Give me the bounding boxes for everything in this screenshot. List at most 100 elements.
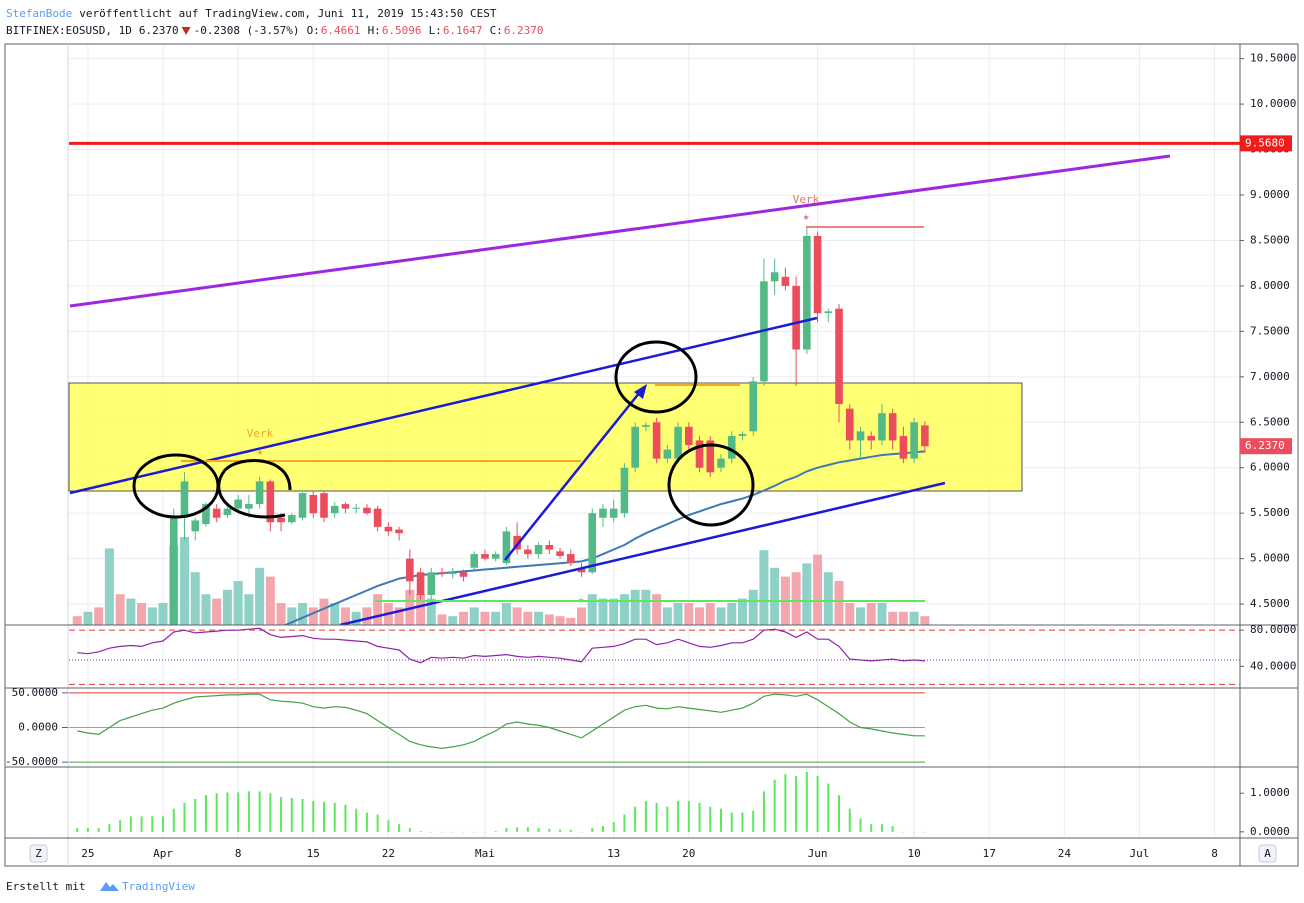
x-tick-label: 25 bbox=[81, 847, 94, 860]
volume-bar bbox=[770, 567, 780, 625]
histogram-bar bbox=[462, 831, 465, 833]
button-label[interactable]: A bbox=[1264, 847, 1271, 860]
volume-bar bbox=[298, 603, 308, 625]
button[interactable] bbox=[29, 844, 48, 863]
candle-body bbox=[856, 431, 865, 441]
histogram-bar bbox=[827, 783, 830, 832]
button-label[interactable]: Z bbox=[35, 847, 42, 860]
candle-body bbox=[577, 567, 586, 573]
volume-bar bbox=[566, 617, 576, 625]
candle-body bbox=[438, 572, 446, 575]
volume-bar bbox=[180, 537, 189, 625]
histogram-bar bbox=[516, 827, 519, 832]
histogram-bar bbox=[880, 824, 883, 832]
candle-body bbox=[792, 285, 800, 350]
author: StefanBode bbox=[6, 7, 72, 20]
candle-body bbox=[663, 449, 672, 459]
x-tick-label: Mai bbox=[475, 847, 495, 860]
logo bbox=[100, 882, 119, 891]
volume-bar bbox=[501, 603, 511, 625]
volume-bar bbox=[920, 616, 930, 625]
annotation: Verk bbox=[247, 427, 274, 440]
volume-bar bbox=[394, 607, 404, 625]
histogram-bar bbox=[301, 799, 304, 832]
y-tick-label: 80.0000 bbox=[1250, 623, 1296, 636]
volume-bar bbox=[469, 607, 479, 625]
volume-bar bbox=[351, 611, 361, 625]
histogram-bar bbox=[204, 795, 207, 832]
histogram-bar bbox=[483, 831, 486, 833]
volume-bar bbox=[416, 594, 426, 625]
volume-bar bbox=[190, 572, 200, 625]
volume-bar bbox=[652, 594, 662, 625]
candle-body bbox=[234, 499, 242, 509]
volume-bar bbox=[684, 603, 694, 625]
volume-bar bbox=[512, 607, 522, 625]
panes bbox=[69, 627, 1240, 833]
volume-bar bbox=[255, 567, 265, 625]
volume-bar bbox=[373, 594, 383, 625]
histogram-bar bbox=[773, 779, 776, 832]
candle-body bbox=[534, 545, 543, 555]
main-pane bbox=[68, 226, 1023, 625]
histogram-bar bbox=[526, 827, 529, 832]
histogram-bar bbox=[269, 793, 272, 832]
candle-body bbox=[845, 408, 854, 441]
volume-bar bbox=[802, 563, 812, 625]
histogram-bar bbox=[537, 827, 540, 832]
indicator-line bbox=[77, 693, 925, 749]
candle-body bbox=[212, 508, 221, 518]
candle-body bbox=[545, 545, 554, 550]
histogram-bar bbox=[591, 827, 594, 832]
candle-body bbox=[245, 504, 253, 509]
candle-body bbox=[363, 507, 371, 514]
y-tick-label: -50.0000 bbox=[5, 755, 58, 768]
y-tick-label: 5.0000 bbox=[1250, 552, 1290, 565]
candle-body bbox=[255, 481, 264, 505]
y-tick-label: 7.5000 bbox=[1250, 324, 1290, 337]
histogram-bar bbox=[623, 814, 626, 832]
volume-bar bbox=[437, 614, 447, 625]
volume-bar bbox=[727, 603, 737, 625]
candle-body bbox=[169, 517, 178, 625]
histogram-bar bbox=[226, 792, 229, 832]
footer-brand[interactable]: TradingView bbox=[122, 880, 195, 893]
candle-body bbox=[620, 467, 629, 514]
header-text: 6.2370 bbox=[139, 24, 179, 37]
x-tick-label: 20 bbox=[682, 847, 695, 860]
candle-body bbox=[406, 558, 414, 582]
button[interactable] bbox=[1258, 844, 1277, 863]
histogram-bar bbox=[258, 791, 261, 832]
volume-bar bbox=[630, 589, 640, 625]
candle-body bbox=[813, 235, 822, 314]
header-text: 6.5096 bbox=[382, 24, 422, 37]
candle-body bbox=[309, 495, 318, 514]
y-tick-label: 6.0000 bbox=[1250, 461, 1290, 474]
candle-body bbox=[631, 426, 639, 468]
histogram-bar bbox=[762, 791, 765, 832]
candle-body bbox=[448, 572, 457, 575]
histogram-bar bbox=[108, 824, 111, 832]
volume-bar bbox=[845, 603, 855, 625]
volume-bar bbox=[362, 607, 372, 625]
y-tick-label: 1.0000 bbox=[1250, 786, 1290, 799]
histogram-bar bbox=[784, 773, 787, 832]
histogram-bar bbox=[848, 808, 851, 832]
y-tick-label: 7.0000 bbox=[1250, 370, 1290, 383]
price-label: 6.2370 bbox=[1245, 439, 1285, 452]
histogram-bar bbox=[430, 831, 433, 833]
candle-body bbox=[609, 508, 618, 518]
candle-body bbox=[738, 434, 747, 436]
candle-body bbox=[910, 422, 918, 459]
indicator-line bbox=[77, 627, 925, 664]
candle-body bbox=[566, 554, 575, 564]
candle-body bbox=[599, 508, 607, 518]
volume-bar bbox=[104, 548, 114, 625]
volume-bar bbox=[158, 603, 168, 625]
volume-bar bbox=[587, 594, 597, 625]
candle-body bbox=[470, 554, 479, 568]
candle-body bbox=[824, 311, 833, 314]
circle-marker bbox=[667, 443, 755, 527]
volume-bar bbox=[233, 581, 243, 625]
header-text: C: bbox=[490, 24, 503, 37]
